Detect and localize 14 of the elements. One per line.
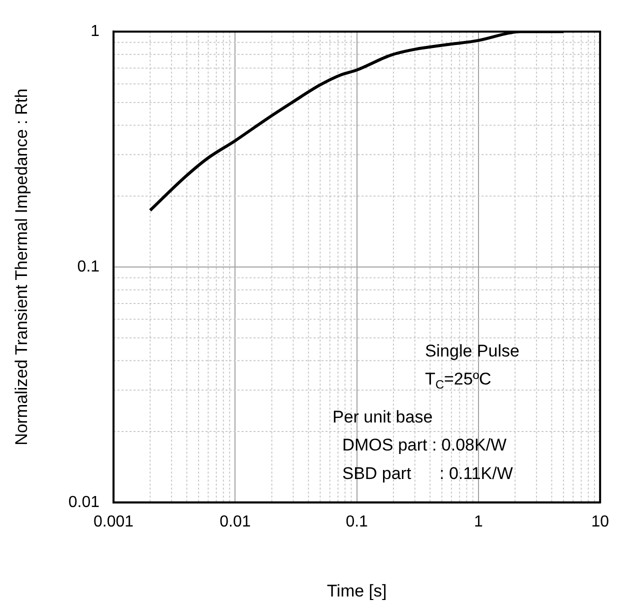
annotation: SBD part : 0.11K/W [342, 464, 513, 483]
x-axis-title: Time [s] [326, 581, 387, 600]
y-tick-label: 0.01 [68, 494, 100, 511]
x-tick-label: 0.01 [220, 513, 251, 530]
y-tick-label: 1 [90, 23, 100, 40]
annotation: DMOS part : 0.08K/W [342, 436, 507, 455]
x-tick-label: 0.001 [94, 513, 134, 530]
y-tick-label: 0.1 [77, 258, 100, 276]
x-tick-label: 1 [474, 513, 484, 530]
annotation: Single Pulse [424, 341, 520, 360]
x-tick-label: 10 [591, 513, 610, 530]
x-tick-label: 0.1 [346, 513, 368, 530]
annotation: Per unit base [332, 407, 433, 426]
y-axis-title: Normalized Transient Thermal Impedance : Rth [12, 88, 31, 446]
